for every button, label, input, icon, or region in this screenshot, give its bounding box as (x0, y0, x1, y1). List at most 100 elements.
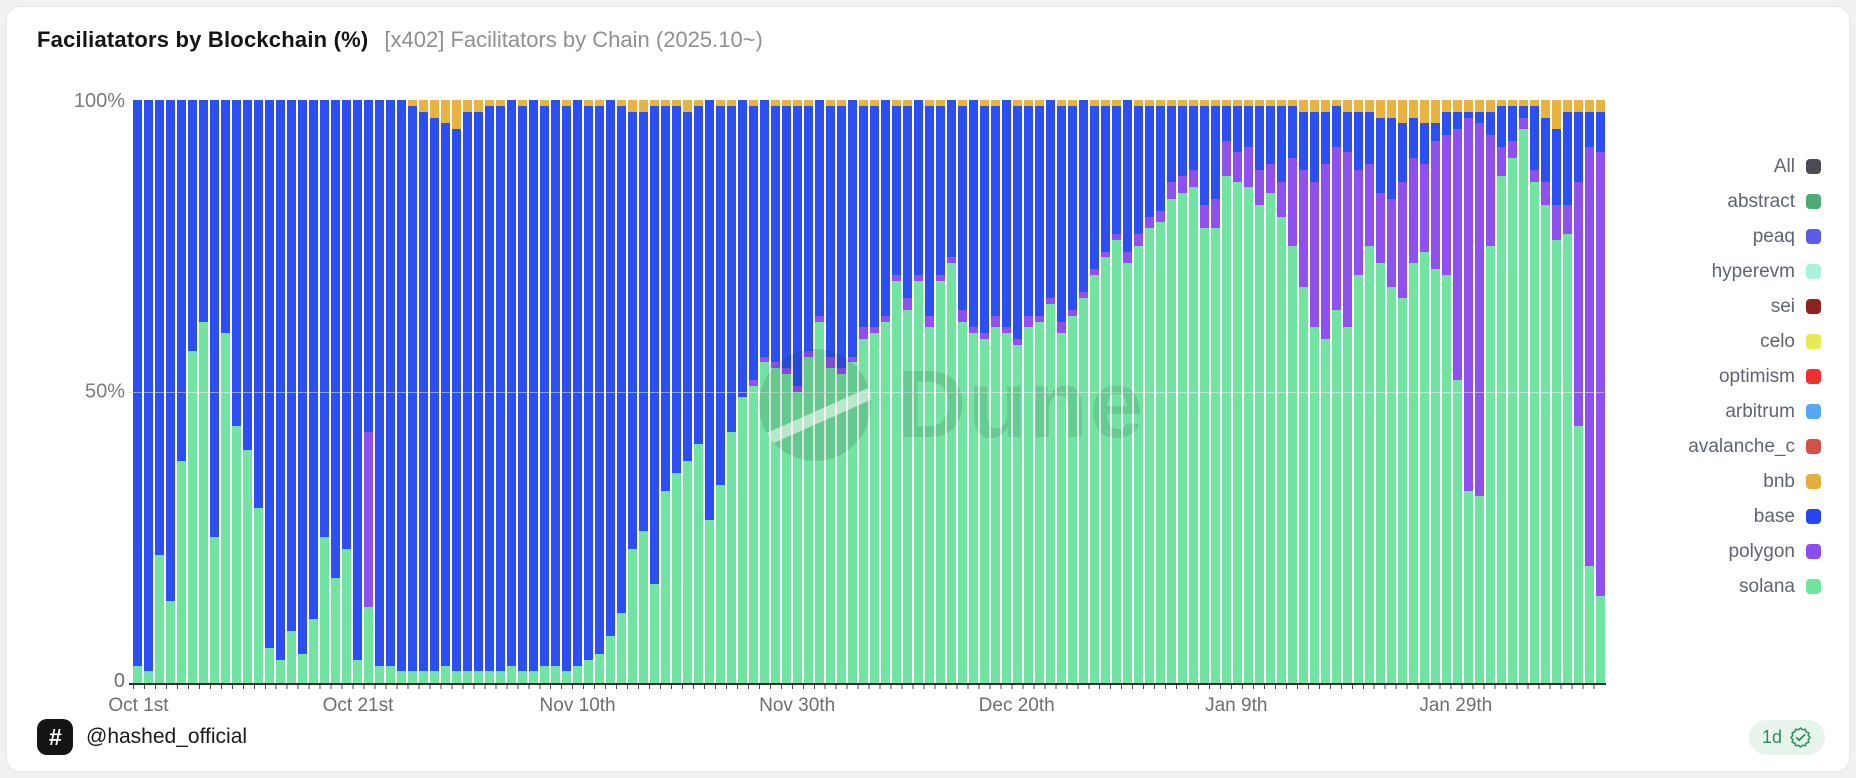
bar-oct-4[interactable] (166, 100, 175, 683)
bar-dec-6[interactable] (859, 100, 868, 683)
bar-dec-1[interactable] (804, 100, 813, 683)
bar-dec-13[interactable] (936, 100, 945, 683)
bar-oct-31[interactable] (463, 100, 472, 683)
bar-jan-25[interactable] (1409, 100, 1418, 683)
bar-oct-7[interactable] (199, 100, 208, 683)
bar-dec-2[interactable] (815, 100, 824, 683)
bar-dec-30[interactable] (1123, 100, 1132, 683)
bar-jan-1[interactable] (1145, 100, 1154, 683)
bar-feb-7[interactable] (1552, 100, 1561, 683)
legend-item-base[interactable]: base (1688, 499, 1821, 534)
bar-oct-18[interactable] (320, 100, 329, 683)
legend-item-polygon[interactable]: polygon (1688, 534, 1821, 569)
bar-oct-23[interactable] (375, 100, 384, 683)
bar-dec-3[interactable] (826, 100, 835, 683)
bar-nov-20[interactable] (683, 100, 692, 683)
bar-nov-9[interactable] (562, 100, 571, 683)
bar-jan-20[interactable] (1354, 100, 1363, 683)
bar-oct-12[interactable] (254, 100, 263, 683)
bar-jan-19[interactable] (1343, 100, 1352, 683)
bar-dec-9[interactable] (892, 100, 901, 683)
legend-item-avalanche_c[interactable]: avalanche_c (1688, 429, 1821, 464)
bar-dec-23[interactable] (1046, 100, 1055, 683)
bar-oct-25[interactable] (397, 100, 406, 683)
bar-nov-12[interactable] (595, 100, 604, 683)
bar-dec-19[interactable] (1002, 100, 1011, 683)
bar-oct-14[interactable] (276, 100, 285, 683)
bar-nov-3[interactable] (496, 100, 505, 683)
bar-oct-3[interactable] (155, 100, 164, 683)
bar-dec-8[interactable] (881, 100, 890, 683)
bar-oct-27[interactable] (419, 100, 428, 683)
bar-dec-10[interactable] (903, 100, 912, 683)
bar-dec-28[interactable] (1101, 100, 1110, 683)
bar-jan-28[interactable] (1442, 100, 1451, 683)
bar-oct-17[interactable] (309, 100, 318, 683)
author-handle[interactable]: @hashed_official (86, 725, 248, 748)
bar-dec-5[interactable] (848, 100, 857, 683)
legend-item-arbitrum[interactable]: arbitrum (1688, 394, 1821, 429)
bar-oct-5[interactable] (177, 100, 186, 683)
bar-oct-15[interactable] (287, 100, 296, 683)
bar-nov-15[interactable] (628, 100, 637, 683)
bar-jan-21[interactable] (1365, 100, 1374, 683)
bar-dec-18[interactable] (991, 100, 1000, 683)
bar-nov-2[interactable] (485, 100, 494, 683)
bar-jan-24[interactable] (1398, 100, 1407, 683)
bar-oct-28[interactable] (430, 100, 439, 683)
bar-dec-20[interactable] (1013, 100, 1022, 683)
legend-item-sei[interactable]: sei (1688, 289, 1821, 324)
bar-oct-30[interactable] (452, 100, 461, 683)
bar-jan-17[interactable] (1321, 100, 1330, 683)
bar-nov-4[interactable] (507, 100, 516, 683)
bar-jan-13[interactable] (1277, 100, 1286, 683)
bar-jan-11[interactable] (1255, 100, 1264, 683)
bar-dec-31[interactable] (1134, 100, 1143, 683)
bar-jan-30[interactable] (1464, 100, 1473, 683)
bar-oct-22[interactable] (364, 100, 373, 683)
bar-nov-24[interactable] (727, 100, 736, 683)
bar-oct-11[interactable] (243, 100, 252, 683)
bar-dec-21[interactable] (1024, 100, 1033, 683)
bar-jan-8[interactable] (1222, 100, 1231, 683)
bar-jan-16[interactable] (1310, 100, 1319, 683)
bar-jan-5[interactable] (1189, 100, 1198, 683)
bar-feb-6[interactable] (1541, 100, 1550, 683)
bar-oct-26[interactable] (408, 100, 417, 683)
last-updated-badge[interactable]: 1d (1748, 719, 1825, 755)
bar-nov-16[interactable] (639, 100, 648, 683)
bar-feb-3[interactable] (1508, 100, 1517, 683)
bar-dec-24[interactable] (1057, 100, 1066, 683)
bar-oct-19[interactable] (331, 100, 340, 683)
bar-oct-20[interactable] (342, 100, 351, 683)
bar-jan-4[interactable] (1178, 100, 1187, 683)
bar-nov-18[interactable] (661, 100, 670, 683)
bar-jan-31[interactable] (1475, 100, 1484, 683)
bar-nov-21[interactable] (694, 100, 703, 683)
bar-jan-6[interactable] (1200, 100, 1209, 683)
legend-item-abstract[interactable]: abstract (1688, 184, 1821, 219)
bar-feb-10[interactable] (1585, 100, 1594, 683)
bar-nov-14[interactable] (617, 100, 626, 683)
bar-nov-11[interactable] (584, 100, 593, 683)
bar-jan-27[interactable] (1431, 100, 1440, 683)
legend-item-solana[interactable]: solana (1688, 569, 1821, 604)
bar-dec-17[interactable] (980, 100, 989, 683)
bar-dec-16[interactable] (969, 100, 978, 683)
bar-oct-9[interactable] (221, 100, 230, 683)
bar-dec-14[interactable] (947, 100, 956, 683)
bar-jan-3[interactable] (1167, 100, 1176, 683)
bar-oct-13[interactable] (265, 100, 274, 683)
bar-oct-6[interactable] (188, 100, 197, 683)
bar-nov-13[interactable] (606, 100, 615, 683)
legend-item-all[interactable]: All (1688, 149, 1821, 184)
bar-nov-25[interactable] (738, 100, 747, 683)
bar-nov-7[interactable] (540, 100, 549, 683)
bar-dec-22[interactable] (1035, 100, 1044, 683)
bar-nov-17[interactable] (650, 100, 659, 683)
bar-nov-19[interactable] (672, 100, 681, 683)
legend-item-bnb[interactable]: bnb (1688, 464, 1821, 499)
bar-dec-12[interactable] (925, 100, 934, 683)
bar-jan-10[interactable] (1244, 100, 1253, 683)
bar-feb-8[interactable] (1563, 100, 1572, 683)
